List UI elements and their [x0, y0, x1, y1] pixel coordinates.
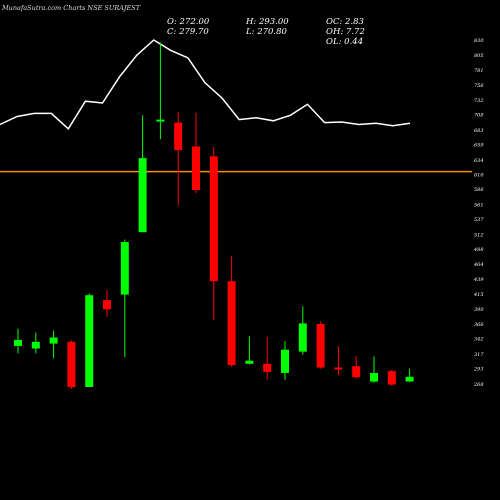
y-tick-label-9: 610 [474, 173, 484, 179]
candle-2 [49, 330, 58, 359]
y-tick-label-6: 683 [474, 128, 484, 134]
candle-body [263, 363, 272, 372]
low-value: L: 270.80 [246, 27, 287, 37]
candle-body [192, 146, 200, 190]
y-tick-label-23: 268 [473, 382, 484, 388]
candle-16 [298, 306, 307, 355]
candle-13 [245, 336, 254, 365]
candle-body [316, 324, 325, 368]
candle-19 [352, 356, 361, 379]
candle-0 [14, 328, 22, 354]
y-tick-label-11: 561 [474, 202, 484, 208]
candle-body [120, 242, 129, 295]
candle-18 [334, 346, 343, 376]
candle-body [103, 300, 111, 310]
candle-21 [387, 369, 396, 386]
y-tick-label-5: 708 [474, 113, 484, 119]
y-tick-label-20: 342 [474, 337, 484, 343]
candle-7 [138, 115, 147, 233]
candle-17 [316, 321, 325, 369]
close-value: C: 279.70 [167, 27, 209, 37]
candle-body [85, 295, 94, 387]
candle-body [174, 122, 183, 151]
y-tick-label-18: 390 [474, 307, 484, 313]
candle-body [298, 323, 307, 352]
trend-line [0, 39, 411, 130]
trend-line-series [0, 39, 411, 130]
candle-9 [174, 112, 183, 206]
oc-value: OC: 2.83 [326, 17, 364, 27]
open-value: O: 272.00 [167, 17, 210, 27]
candle-body [49, 337, 58, 344]
high-value: H: 293.00 [246, 17, 289, 27]
y-tick-label-8: 634 [474, 158, 484, 164]
candle-4 [85, 293, 94, 387]
candle-11 [209, 147, 218, 320]
candle-body [352, 366, 361, 378]
y-tick-label-0: 830 [474, 38, 484, 44]
candles [14, 42, 414, 389]
y-tick-label-16: 439 [473, 277, 484, 283]
candle-3 [67, 340, 76, 389]
candle-body [227, 281, 236, 366]
y-tick-label-22: 293 [473, 367, 484, 373]
candle-body [334, 367, 343, 370]
candle-body [209, 156, 218, 282]
candle-body [405, 376, 414, 382]
y-tick-label-15: 464 [473, 262, 484, 268]
candle-body [31, 341, 40, 349]
chart-title: Charts NSE SURAJEST [63, 4, 141, 12]
y-tick-label-21: 317 [474, 352, 484, 358]
y-tick-label-3: 756 [474, 83, 484, 89]
y-tick-label-13: 512 [474, 232, 484, 238]
candle-body [387, 371, 396, 385]
candle-20 [370, 356, 378, 383]
y-tick-label-19: 366 [474, 322, 484, 328]
y-axis-ticks: 830 805 781 756 732 708 683 659 634 610 586 561 537 5… [473, 38, 484, 388]
candle-22 [405, 368, 414, 383]
candle-15 [281, 341, 289, 380]
candle-body [67, 341, 76, 388]
candle-body [245, 360, 254, 364]
candle-10 [192, 112, 200, 193]
candle-8 [156, 42, 165, 140]
y-tick-label-2: 781 [474, 68, 484, 74]
y-tick-label-7: 659 [474, 143, 484, 149]
candle-12 [227, 256, 236, 367]
y-tick-label-4: 732 [474, 98, 484, 104]
oh-value: OH: 7.72 [326, 27, 365, 37]
candle-14 [263, 336, 272, 380]
brand-title: MunafaSutra.com Charts NSE SURAJEST [2, 4, 140, 12]
candle-body [370, 373, 378, 382]
ol-value: OL: 0.44 [326, 37, 364, 47]
y-tick-label-17: 415 [473, 292, 484, 298]
candle-body [14, 339, 22, 346]
candle-5 [103, 289, 111, 317]
candle-body [281, 349, 289, 373]
y-tick-label-14: 488 [473, 247, 484, 253]
candle-1 [31, 332, 40, 354]
y-tick-label-10: 586 [474, 187, 484, 193]
candle-6 [120, 239, 129, 358]
candle-body [156, 119, 165, 122]
brand-name: MunafaSutra.com [2, 4, 62, 12]
y-tick-label-12: 537 [474, 217, 484, 223]
candle-body [138, 158, 147, 233]
y-tick-label-1: 805 [474, 53, 484, 59]
